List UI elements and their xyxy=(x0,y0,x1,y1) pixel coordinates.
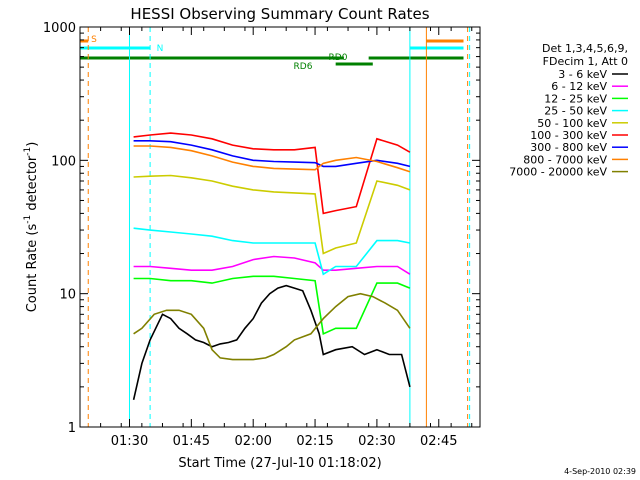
legend-label-5: 100 - 300 keV xyxy=(530,129,607,142)
x-tick-label-1: 01:45 xyxy=(173,434,210,449)
flags-layer: S N RD0 RD6 xyxy=(80,35,464,72)
y-tick-label-0: 1 xyxy=(68,421,76,436)
y-tick-label-3: 1000 xyxy=(43,21,76,36)
flag-label-rd0: RD0 xyxy=(329,53,348,63)
x-tick-label-3: 02:15 xyxy=(296,434,333,449)
x-tick-label-5: 02:45 xyxy=(420,434,457,449)
legend-label-1: 6 - 12 keV xyxy=(551,80,607,93)
legend-label-4: 50 - 100 keV xyxy=(537,117,607,130)
series-line-4 xyxy=(133,174,411,255)
legend-header-1: FDecim 1, Att 0 xyxy=(543,55,628,68)
x-tick-label-0: 01:30 xyxy=(111,434,148,449)
legend-label-3: 25 - 50 keV xyxy=(544,105,607,118)
legend: Det 1,3,4,5,6,9,FDecim 1, Att 03 - 6 keV… xyxy=(509,42,628,179)
flag-label-rd6: RD6 xyxy=(294,62,313,72)
legend-label-6: 300 - 800 keV xyxy=(530,141,607,154)
legend-header-0: Det 1,3,4,5,6,9, xyxy=(542,42,628,55)
legend-label-7: 800 - 7000 keV xyxy=(523,153,607,166)
series-line-7 xyxy=(133,145,411,173)
y-ticks: 1 10 100 1000 xyxy=(43,21,480,436)
y-tick-label-2: 100 xyxy=(51,154,76,169)
x-ticks: 01:30 01:45 02:00 02:15 02:30 02:45 xyxy=(79,27,473,449)
vertical-markers xyxy=(79,27,471,427)
footer-date: 4-Sep-2010 02:39 xyxy=(564,467,636,476)
series-line-2 xyxy=(133,275,411,335)
series-line-3 xyxy=(133,227,411,276)
series-line-1 xyxy=(133,255,411,275)
y-axis-label: Count Rate (s-1 detector-1) xyxy=(23,142,40,313)
plot-frame xyxy=(79,26,481,428)
legend-label-0: 3 - 6 keV xyxy=(558,68,607,81)
x-tick-label-2: 02:00 xyxy=(234,434,271,449)
flag-label-s: S xyxy=(91,35,97,45)
legend-label-8: 7000 - 20000 keV xyxy=(509,166,607,179)
legend-label-2: 12 - 25 keV xyxy=(544,92,607,105)
x-axis-label: Start Time (27-Jul-10 01:18:02) xyxy=(178,456,381,471)
series-line-0 xyxy=(132,284,411,400)
series-line-5 xyxy=(133,132,411,215)
chart-title: HESSI Observing Summary Count Rates xyxy=(130,5,429,23)
series-line-8 xyxy=(133,292,411,361)
flag-label-n: N xyxy=(157,44,164,54)
series-layer xyxy=(132,132,411,400)
series-line-6 xyxy=(133,140,411,168)
x-tick-label-4: 02:30 xyxy=(358,434,395,449)
y-tick-label-1: 10 xyxy=(59,288,76,303)
